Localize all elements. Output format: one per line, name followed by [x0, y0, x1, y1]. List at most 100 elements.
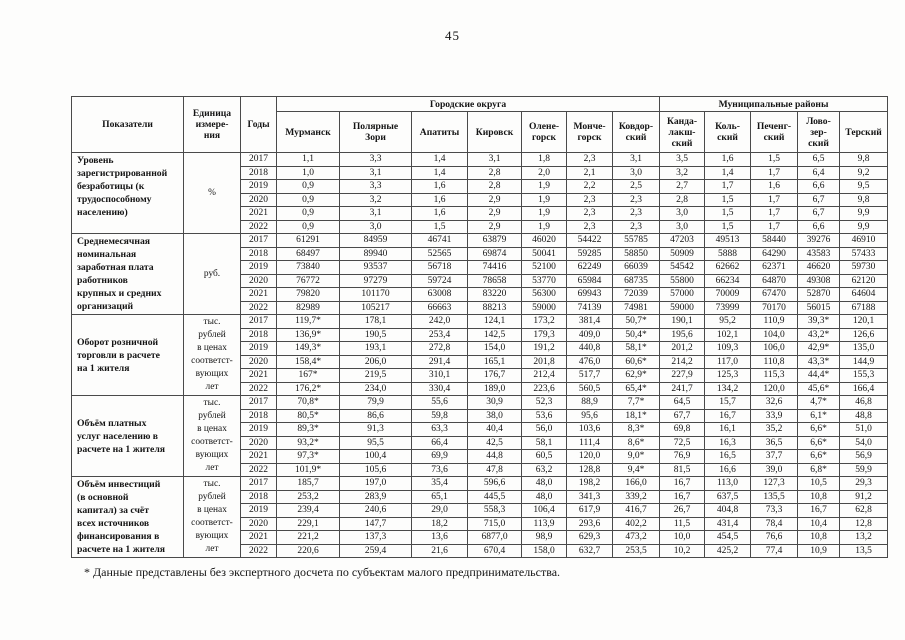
value-cell: 1,8	[521, 152, 567, 167]
value-cell: 59000	[521, 300, 567, 315]
value-cell: 12,8	[839, 516, 889, 531]
value-cell: 293,6	[566, 516, 613, 531]
value-cell: 6,4	[797, 165, 841, 180]
value-cell: 63,2	[521, 462, 567, 477]
value-cell: 33,9	[750, 408, 799, 423]
value-cell: 454,5	[704, 530, 752, 545]
value-cell: 46,8	[839, 395, 889, 410]
value-cell: 89,3*	[276, 422, 340, 437]
value-cell: 3,2	[339, 192, 412, 207]
group-header-row: Показатели Единица измере- ния Годы Горо…	[71, 96, 889, 153]
value-cell: 15,7	[704, 395, 752, 410]
value-cell: 69,9	[411, 449, 468, 464]
header-col-kirovsk: Кировск	[467, 111, 522, 153]
value-cell: 42,5	[467, 435, 522, 450]
value-cell: 73999	[704, 300, 752, 315]
value-cell: 97,3*	[276, 449, 340, 464]
table-row: 2022 220,6 259,4 21,6 670,4 158,0 632,7 253,5 10…	[72, 543, 889, 558]
year-cell: 2020	[240, 354, 277, 369]
value-cell: 176,2*	[276, 381, 340, 396]
value-cell: 189,0	[467, 381, 522, 396]
value-cell: 6,6	[797, 219, 841, 234]
table-row: Оборот розничной торговли в расчете на 1…	[71, 314, 889, 396]
header-col-apatity: Апатиты	[411, 111, 468, 153]
value-cell: 416,7	[611, 503, 661, 518]
value-cell: 66039	[611, 260, 661, 275]
value-cell: 117,0	[704, 354, 752, 369]
indicator-cell: Среднемесячная номинальная заработная пл…	[71, 233, 184, 315]
value-cell: 13,2	[839, 530, 889, 545]
value-cell: 55800	[659, 273, 706, 288]
value-cell: 57000	[659, 287, 706, 302]
value-cell: 52,3	[521, 395, 567, 410]
value-cell: 91,3	[339, 422, 412, 437]
value-cell: 517,7	[566, 368, 613, 383]
table-row: 2018 80,5* 86,6 59,8 38,0 53,6 95,6 18,1* 67,7 16…	[72, 408, 889, 423]
value-cell: 16,7	[659, 489, 706, 504]
header-col-pechengsky: Печенг- ский	[750, 111, 799, 153]
value-cell: 50,7*	[611, 314, 661, 329]
value-cell: 670,4	[467, 543, 522, 558]
unit-cell: тыс. рублей в ценах соответст- вующих ле…	[183, 476, 241, 558]
value-cell: 234,0	[339, 381, 412, 396]
value-cell: 105,6	[339, 462, 412, 477]
year-cell: 2019	[240, 422, 277, 437]
value-cell: 47203	[659, 233, 706, 248]
value-cell: 44,4*	[797, 368, 841, 383]
value-cell: 59,8	[411, 408, 468, 423]
value-cell: 16,5	[704, 449, 752, 464]
value-cell: 43583	[797, 246, 841, 261]
value-cell: 2,2	[566, 179, 613, 194]
value-cell: 102,1	[704, 327, 752, 342]
table-row: 2018 253,2 283,9 65,1 445,5 48,0 341,3 339,2 16,…	[72, 489, 889, 504]
table-row: 2021 97,3* 100,4 69,9 44,8 60,5 120,0 9,0* 76,9 1…	[72, 449, 889, 464]
value-cell: 2,9	[467, 219, 522, 234]
value-cell: 0,9	[276, 206, 340, 221]
value-cell: 100,4	[339, 449, 412, 464]
value-cell: 253,2	[276, 489, 340, 504]
value-cell: 272,8	[411, 341, 468, 356]
value-cell: 10,2	[659, 543, 706, 558]
value-cell: 1,5	[704, 219, 752, 234]
value-cell: 0,9	[276, 219, 340, 234]
value-cell: 558,3	[467, 503, 522, 518]
value-cell: 1,5	[750, 152, 799, 167]
value-cell: 637,5	[704, 489, 752, 504]
indicator-cell: Оборот розничной торговли в расчете на 1…	[71, 314, 184, 396]
value-cell: 220,6	[276, 543, 340, 558]
year-cell: 2019	[240, 179, 277, 194]
value-cell: 83220	[467, 287, 522, 302]
value-cell: 97279	[339, 273, 412, 288]
value-cell: 65,4*	[611, 381, 661, 396]
value-cell: 1,0	[276, 165, 340, 180]
value-cell: 0,9	[276, 192, 340, 207]
value-cell: 62249	[566, 260, 613, 275]
value-cell: 60,5	[521, 449, 567, 464]
value-cell: 632,7	[566, 543, 613, 558]
value-cell: 9,2	[839, 165, 889, 180]
table-row: 2019 89,3* 91,3 63,3 40,4 56,0 103,6 8,3* 69,8 16…	[72, 422, 889, 437]
value-cell: 2,3	[566, 219, 613, 234]
value-cell: 43,3*	[797, 354, 841, 369]
value-cell: 2,3	[566, 206, 613, 221]
value-cell: 51,0	[839, 422, 889, 437]
value-cell: 30,9	[467, 395, 522, 410]
value-cell: 53770	[521, 273, 567, 288]
value-cell: 9,0*	[611, 449, 661, 464]
value-cell: 59285	[566, 246, 613, 261]
value-cell: 339,2	[611, 489, 661, 504]
value-cell: 16,7	[797, 503, 841, 518]
table-row: 2020 158,4* 206,0 291,4 165,1 201,8 476,0 60,6*…	[72, 354, 889, 369]
value-cell: 9,9	[839, 219, 889, 234]
value-cell: 11,5	[659, 516, 706, 531]
year-cell: 2017	[240, 395, 277, 410]
value-cell: 62371	[750, 260, 799, 275]
table-row: Среднемесячная номинальная заработная пл…	[71, 233, 889, 315]
value-cell: 3,1	[611, 152, 661, 167]
value-cell: 473,2	[611, 530, 661, 545]
value-cell: 113,0	[704, 476, 752, 491]
value-cell: 158,0	[521, 543, 567, 558]
value-cell: 2,3	[566, 152, 613, 167]
value-cell: 64870	[750, 273, 799, 288]
year-cell: 2017	[240, 233, 277, 248]
